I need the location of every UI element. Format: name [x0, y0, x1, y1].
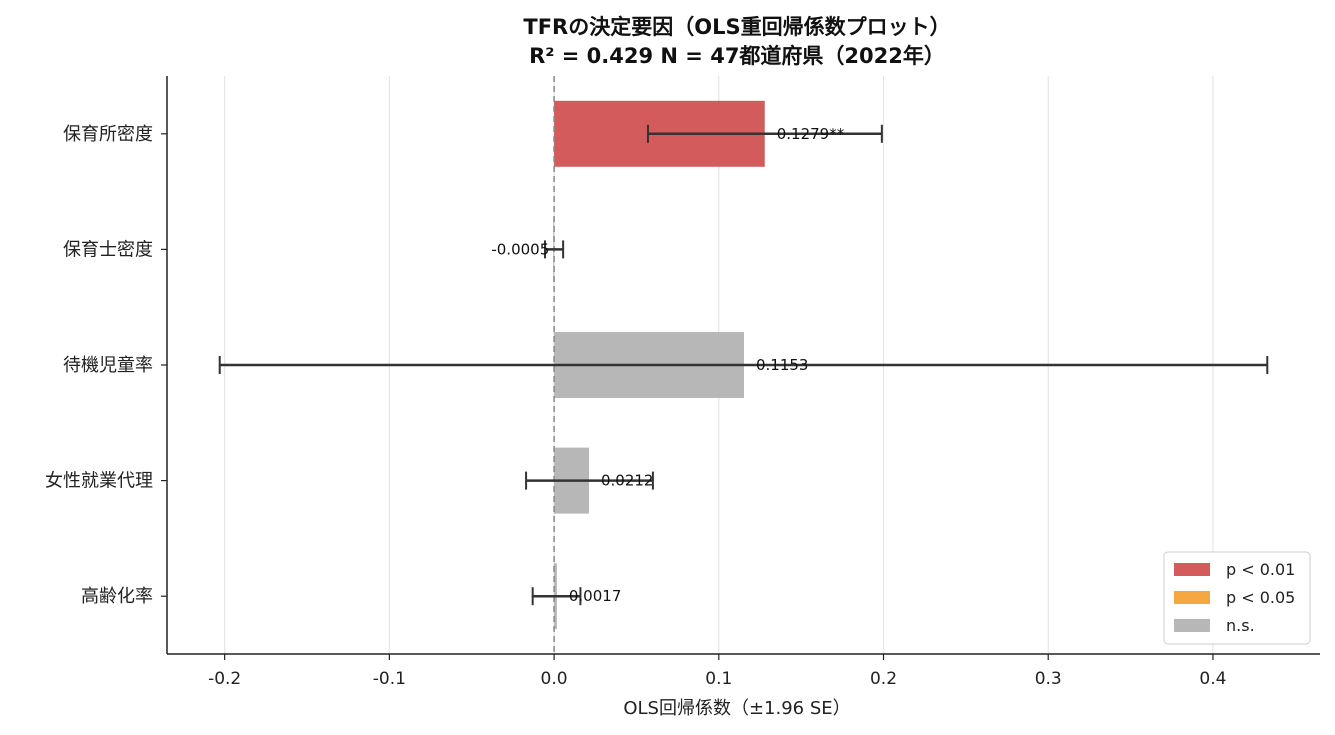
value-label-layer: 0.1279** -0.0005 0.1153 0.0212 0.0017: [491, 125, 844, 605]
value-label: 0.1279**: [777, 125, 845, 143]
value-label: 0.0212: [601, 472, 654, 490]
y-category-label: 女性就業代理: [45, 471, 153, 492]
x-tick-label: -0.1: [373, 669, 406, 689]
y-category-label: 保育士密度: [63, 239, 153, 260]
chart-subtitle: R² = 0.429 N = 47都道府県（2022年）: [529, 44, 945, 68]
legend-swatch: [1174, 563, 1210, 576]
legend-label: n.s.: [1226, 616, 1255, 635]
legend-swatch: [1174, 619, 1210, 632]
y-category-label: 保育所密度: [63, 124, 153, 145]
value-label: -0.0005: [491, 240, 549, 258]
y-category-label: 高齢化率: [81, 586, 153, 607]
value-label: 0.1153: [756, 356, 809, 374]
legend-label: p < 0.01: [1226, 560, 1295, 579]
value-label: 0.0017: [569, 587, 622, 605]
chart-title: TFRの決定要因（OLS重回帰係数プロット）: [523, 15, 950, 39]
errorbar-layer: [218, 124, 1269, 606]
x-tick-label: 0.3: [1035, 669, 1062, 689]
x-tick-label: 0.2: [870, 669, 897, 689]
x-tick-label: 0.4: [1199, 669, 1226, 689]
y-category-label: 待機児童率: [63, 355, 153, 376]
x-tick-label: -0.2: [208, 669, 241, 689]
legend-swatch: [1174, 591, 1210, 604]
legend-label: p < 0.05: [1226, 588, 1295, 607]
legend: p < 0.01 p < 0.05 n.s.: [1163, 551, 1311, 645]
x-tick-label: 0.0: [541, 669, 568, 689]
x-axis-label: OLS回帰係数（±1.96 SE）: [623, 698, 850, 719]
axis-layer: -0.2 -0.1 0.0 0.1 0.2 0.3 0.4 保育所密度保育士密度待機児童率女性…: [45, 76, 1320, 689]
x-tick-label: 0.1: [705, 669, 732, 689]
